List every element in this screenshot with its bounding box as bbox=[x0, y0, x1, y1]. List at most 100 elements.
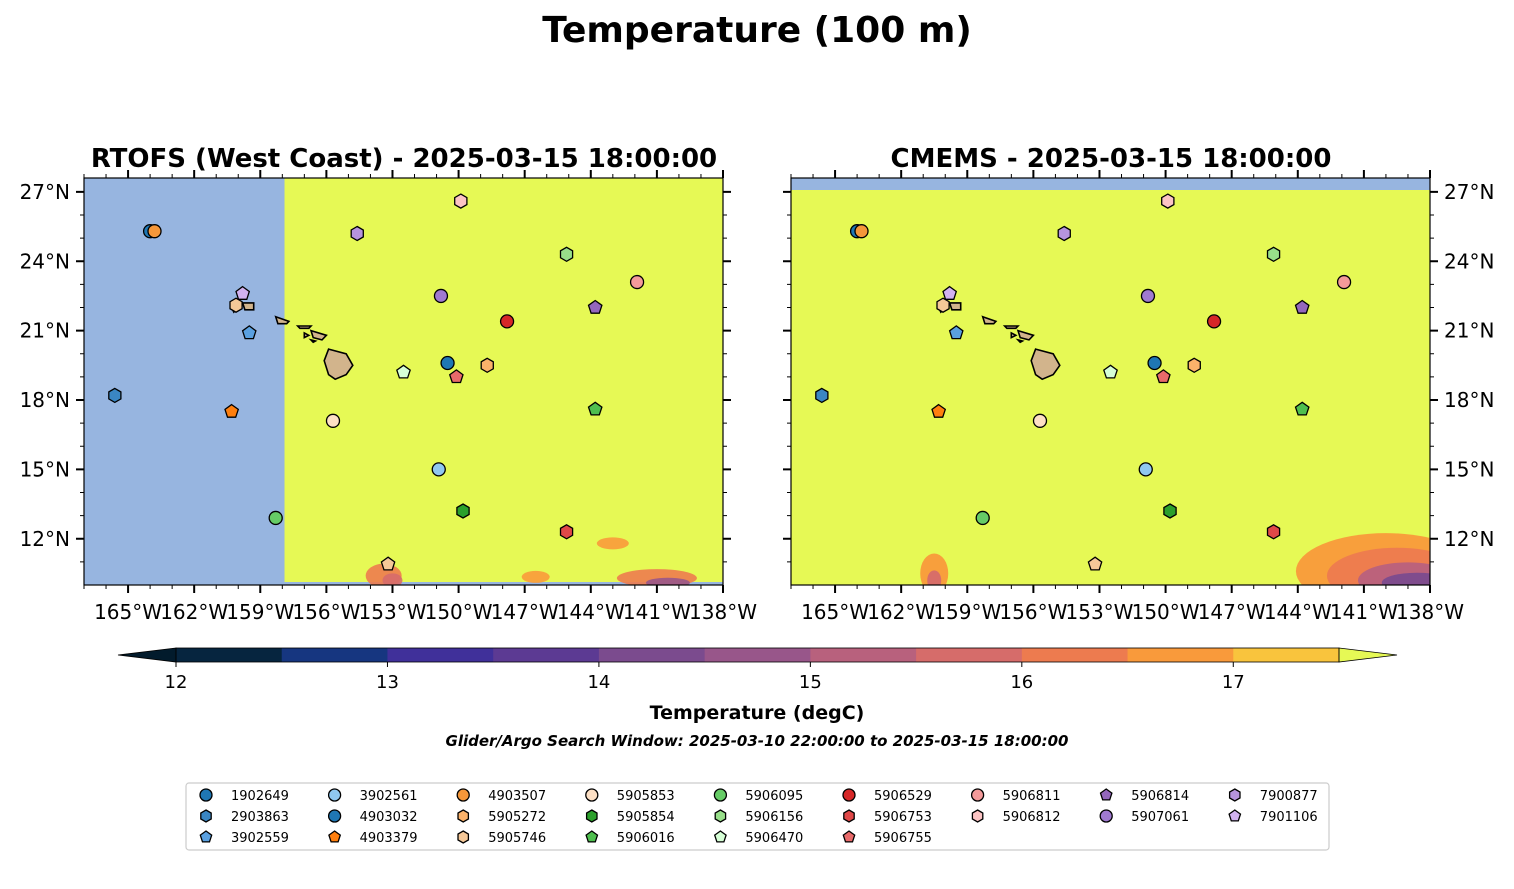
y-tick-label: 12°N bbox=[1444, 527, 1494, 551]
float-marker bbox=[1266, 246, 1281, 263]
legend-marker bbox=[713, 788, 728, 802]
cool-water-patch bbox=[927, 570, 942, 585]
float-marker bbox=[1138, 462, 1153, 477]
float-marker bbox=[433, 288, 449, 304]
legend-label: 7900877 bbox=[1260, 789, 1318, 804]
island-land bbox=[241, 302, 255, 311]
x-tick-label: 150°W bbox=[425, 600, 493, 624]
colorbar-tick-label: 12 bbox=[165, 672, 188, 693]
y-tick-label: 15°N bbox=[20, 457, 70, 481]
cool-water-patch bbox=[645, 577, 690, 585]
x-tick-label: 141°W bbox=[623, 600, 691, 624]
colorbar-bin bbox=[1233, 648, 1340, 662]
float-marker bbox=[1147, 355, 1162, 371]
float-marker bbox=[1187, 357, 1201, 374]
colorbar-over-arrow bbox=[1338, 647, 1398, 663]
colorbar-bin bbox=[176, 648, 283, 662]
float-marker bbox=[1057, 225, 1071, 242]
warm-water-field bbox=[791, 178, 1430, 585]
legend-marker bbox=[714, 809, 727, 823]
cool-water-patch bbox=[1381, 572, 1430, 585]
legend-frame bbox=[185, 782, 1330, 851]
legend-marker bbox=[585, 830, 599, 843]
float-marker bbox=[1087, 556, 1103, 571]
x-tick-label: 138°W bbox=[689, 600, 757, 624]
colorbar-bin bbox=[598, 648, 706, 662]
legend-label: 5906470 bbox=[745, 831, 803, 846]
legend-label: 5906811 bbox=[1003, 789, 1061, 804]
float-marker bbox=[559, 524, 574, 540]
x-tick-label: 150°W bbox=[1132, 600, 1200, 624]
legend-label: 2903863 bbox=[231, 810, 289, 825]
legend-marker bbox=[842, 830, 856, 843]
float-marker bbox=[1206, 314, 1222, 329]
float-marker bbox=[454, 193, 468, 209]
legend-label: 5905272 bbox=[488, 810, 546, 825]
colorbar-tick-label: 16 bbox=[1010, 672, 1033, 693]
legend-marker bbox=[456, 788, 470, 802]
x-tick-label: 165°W bbox=[94, 600, 162, 624]
float-marker bbox=[559, 246, 574, 263]
x-tick-label: 159°W bbox=[226, 600, 294, 624]
float-marker bbox=[499, 314, 515, 329]
rtofs-map-panel: RTOFS (West Coast) - 2025-03-15 18:00:00… bbox=[20, 144, 758, 624]
legend-label: 5905854 bbox=[617, 810, 675, 825]
colorbar-frame bbox=[175, 647, 1340, 663]
legend-label: 5906016 bbox=[617, 831, 675, 846]
legend-marker bbox=[199, 788, 213, 802]
legend-marker bbox=[1228, 809, 1242, 822]
y-tick-label: 18°N bbox=[1444, 388, 1494, 412]
island-land bbox=[1010, 331, 1018, 339]
legend-label: 4903507 bbox=[488, 789, 546, 804]
x-tick-label: 144°W bbox=[557, 600, 625, 624]
float-marker bbox=[1163, 503, 1177, 519]
y-tick-label: 21°N bbox=[1444, 319, 1494, 343]
x-tick-label: 162°W bbox=[867, 600, 935, 624]
legend-label: 4903032 bbox=[360, 810, 418, 825]
legend-marker bbox=[585, 809, 598, 823]
y-tick-label: 27°N bbox=[20, 180, 70, 204]
colorbar-bin bbox=[493, 648, 600, 662]
float-legend: 1902649 2903863 3902559 3902561 4903032 49033… bbox=[185, 782, 1330, 851]
float-marker bbox=[931, 403, 947, 418]
float-marker bbox=[235, 285, 251, 300]
legend-label: 5906755 bbox=[874, 831, 932, 846]
legend-marker bbox=[971, 809, 984, 823]
y-tick-label: 24°N bbox=[1444, 249, 1494, 273]
float-marker bbox=[147, 224, 162, 239]
float-marker bbox=[350, 225, 364, 242]
float-marker bbox=[224, 403, 240, 418]
legend-label: 5906095 bbox=[745, 789, 803, 804]
temperature-colorbar: Temperature (degC) 12 13 14 15 16 17 bbox=[117, 647, 1398, 724]
float-marker bbox=[380, 556, 396, 571]
map-area bbox=[791, 178, 1430, 585]
legend-label: 5906529 bbox=[874, 789, 932, 804]
colorbar-bin bbox=[704, 648, 811, 662]
legend-marker bbox=[457, 830, 470, 844]
legend-marker bbox=[327, 809, 342, 823]
float-marker bbox=[1266, 524, 1281, 540]
float-marker bbox=[268, 510, 283, 526]
float-marker bbox=[431, 462, 446, 477]
float-marker bbox=[480, 357, 494, 374]
map-area bbox=[84, 178, 723, 585]
float-marker bbox=[1294, 299, 1310, 314]
legend-marker bbox=[713, 830, 727, 843]
colorbar-bin bbox=[281, 648, 388, 662]
figure-title: Temperature (100 m) bbox=[542, 10, 972, 51]
x-tick-label: 162°W bbox=[160, 600, 228, 624]
y-tick-label: 12°N bbox=[20, 527, 70, 551]
island-land bbox=[948, 302, 962, 311]
legend-marker bbox=[970, 788, 985, 802]
y-tick-label: 24°N bbox=[20, 249, 70, 273]
map-frame bbox=[83, 177, 724, 586]
island-land bbox=[1016, 329, 1035, 341]
legend-label: 5906753 bbox=[874, 810, 932, 825]
y-tick-label: 18°N bbox=[20, 388, 70, 412]
x-tick-label: 156°W bbox=[292, 600, 360, 624]
legend-marker bbox=[842, 788, 856, 802]
island-land bbox=[303, 331, 311, 339]
float-marker bbox=[815, 387, 829, 404]
no-data-strip bbox=[284, 582, 723, 585]
x-tick-label: 159°W bbox=[933, 600, 1001, 624]
